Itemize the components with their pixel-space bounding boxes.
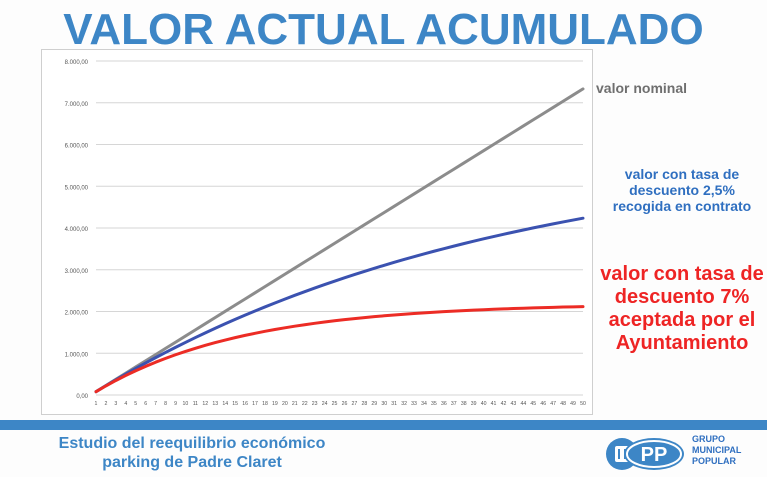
y-tick-label: 7.000,00: [65, 102, 89, 108]
x-tick-label: 29: [371, 401, 377, 407]
x-tick-label: 30: [381, 401, 387, 407]
x-tick-label: 36: [441, 401, 447, 407]
footer-line: Estudio del reequilibrio económico: [58, 435, 326, 452]
annotation-discount-2-5: valor con tasa de descuento 2,5% recogid…: [592, 166, 767, 214]
x-tick-label: 49: [570, 401, 576, 407]
y-tick-labels: 0,00 1.000,00 2.000,00 3.000,00 4.000,00 5.00…: [65, 60, 89, 400]
x-tick-label: 27: [352, 401, 358, 407]
annotation-line: valor con tasa de: [624, 166, 740, 182]
y-tick-label: 6.000,00: [65, 144, 89, 150]
x-tick-label: 8: [164, 401, 167, 407]
x-tick-label: 18: [262, 401, 268, 407]
series-line-1: [94, 216, 585, 394]
x-tick-label: 28: [361, 401, 367, 407]
slide-title: VALOR ACTUAL ACUMULADO: [63, 5, 704, 54]
annotation-line: aceptada por el: [608, 309, 756, 331]
party-logo: PP GRUPO MUNICIPAL POPULAR: [604, 432, 764, 476]
logo-acronym: PP: [641, 444, 668, 466]
x-tick-label: 20: [282, 401, 288, 407]
x-tick-label: 42: [501, 401, 507, 407]
x-tick-labels: 1 2 3 4 5 6 7 8 9 10 11 12 13 14 15 16 17 18 19 20 21 22 23 24 2…: [95, 401, 586, 407]
logo-line: MUNICIPAL: [692, 445, 742, 455]
x-tick-label: 16: [242, 401, 248, 407]
y-tick-label: 0,00: [76, 394, 88, 400]
x-tick-label: 41: [491, 401, 497, 407]
x-tick-label: 50: [580, 401, 586, 407]
x-tick-label: 38: [461, 401, 467, 407]
y-tick-label: 1.000,00: [65, 352, 89, 358]
x-tick-label: 40: [481, 401, 487, 407]
y-tick-label: 5.000,00: [65, 185, 89, 191]
series-lines: [94, 87, 585, 394]
x-tick-label: 34: [421, 401, 427, 407]
annotation-line: Ayuntamiento: [615, 332, 749, 354]
annotation-line: valor con tasa de: [600, 263, 764, 285]
footer-caption: Estudio del reequilibrio económico parki…: [12, 434, 372, 472]
x-tick-label: 12: [202, 401, 208, 407]
x-tick-label: 35: [431, 401, 437, 407]
logo-text: GRUPO MUNICIPAL POPULAR: [692, 434, 741, 467]
annotation-line: recogida en contrato: [612, 198, 752, 215]
x-tick-label: 6: [144, 401, 147, 407]
annotation-line: descuento 2,5%: [629, 182, 735, 199]
series-line-2: [94, 305, 585, 394]
y-tick-label: 3.000,00: [65, 269, 89, 275]
x-tick-label: 44: [520, 401, 526, 407]
y-tick-label: 8.000,00: [65, 60, 89, 66]
x-tick-label: 21: [292, 401, 298, 407]
x-tick-label: 15: [232, 401, 238, 407]
x-tick-label: 17: [252, 401, 258, 407]
x-tick-label: 46: [540, 401, 546, 407]
x-tick-label: 9: [174, 401, 177, 407]
x-tick-label: 24: [322, 401, 328, 407]
x-tick-label: 4: [124, 401, 127, 407]
footer-divider: [0, 420, 767, 430]
x-tick-label: 47: [550, 401, 556, 407]
x-tick-label: 11: [193, 401, 198, 407]
y-tick-label: 2.000,00: [65, 311, 89, 317]
x-tick-label: 37: [451, 401, 457, 407]
x-tick-label: 32: [401, 401, 407, 407]
x-tick-label: 5: [134, 401, 137, 407]
y-tick-label: 4.000,00: [65, 227, 89, 233]
x-tick-label: 10: [183, 401, 189, 407]
x-tick-label: 7: [154, 401, 157, 407]
x-tick-label: 13: [212, 401, 218, 407]
x-tick-label: 3: [114, 401, 117, 407]
annotation-nominal: valor nominal: [596, 80, 688, 96]
annotation-discount-7: valor con tasa de descuento 7% aceptada …: [592, 263, 767, 355]
x-tick-label: 2: [104, 401, 107, 407]
x-tick-label: 19: [272, 401, 278, 407]
x-tick-label: 33: [411, 401, 417, 407]
logo-line: GRUPO: [692, 434, 726, 444]
x-tick-label: 48: [560, 401, 566, 407]
x-tick-label: 31: [391, 401, 397, 407]
x-tick-label: 22: [302, 401, 308, 407]
x-tick-label: 26: [342, 401, 348, 407]
logo-badge-icon: PP: [606, 438, 684, 470]
logo-line: POPULAR: [692, 456, 737, 466]
x-tick-label: 45: [530, 401, 536, 407]
plot-area: [41, 49, 593, 415]
series-line-0: [94, 87, 585, 394]
x-tick-label: 14: [222, 401, 228, 407]
x-tick-label: 25: [332, 401, 338, 407]
x-tick-label: 1: [95, 401, 98, 407]
x-tick-label: 43: [511, 401, 517, 407]
x-tick-label: 39: [471, 401, 477, 407]
x-tick-label: 23: [312, 401, 318, 407]
annotation-line: descuento 7%: [614, 286, 750, 308]
footer-line: parking de Padre Claret: [102, 454, 282, 471]
